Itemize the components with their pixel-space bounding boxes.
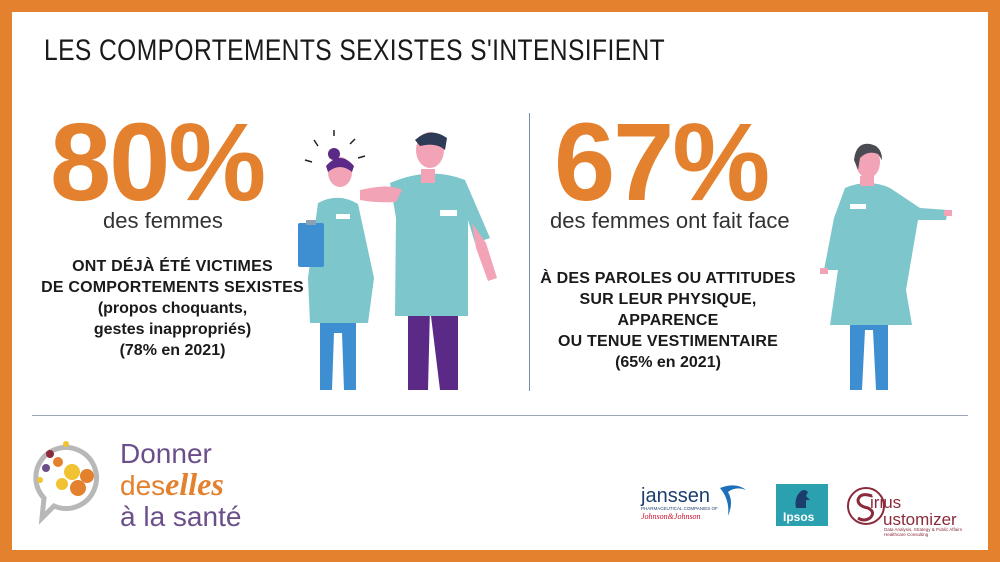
- sirius-tagline: Data Analysis, Strategy & Public Affairs…: [884, 527, 962, 537]
- brand-line1: Donner: [120, 438, 212, 469]
- janssen-jnj-text: Johnson&Johnson: [641, 512, 701, 521]
- stat-right-subtitle: des femmes ont fait face: [550, 208, 790, 233]
- ipsos-silhouette-icon: [795, 490, 810, 508]
- stat-left-line5: (78% en 2021): [119, 342, 226, 359]
- sirius-line2: ustomizer: [883, 510, 957, 529]
- sirius-customizer-logo-icon: [847, 487, 885, 525]
- stat-left-value: 80%: [50, 101, 266, 224]
- stat-right-line4: (65% en 2021): [615, 354, 721, 371]
- janssen-swoosh-icon: [720, 485, 746, 516]
- stat-left-caps-line1: ONT DÉJÀ ÉTÉ VICTIMES: [72, 258, 273, 275]
- stat-right-description: À DES PAROLES OU ATTITUDES SUR LEUR PHYS…: [538, 268, 798, 373]
- donner-des-elles-logo-icon: [33, 441, 99, 525]
- stat-left-description: ONT DÉJÀ ÉTÉ VICTIMES DE COMPORTEMENTS S…: [40, 256, 305, 361]
- ipsos-label: Ipsos: [783, 510, 815, 524]
- brand-line2-script: elles: [165, 466, 224, 502]
- janssen-wordmark: janssen: [641, 485, 710, 507]
- page-title: LES COMPORTEMENTS SEXISTES S'INTENSIFIEN…: [44, 34, 666, 67]
- stat-right-caps-line1: À DES PAROLES OU ATTITUDES: [540, 270, 796, 287]
- brand-line2: deselles: [120, 466, 241, 502]
- stat-left-line3: (propos choquants,: [97, 300, 248, 317]
- illustration-two-caregivers: [298, 130, 497, 390]
- stat-right-value: 67%: [554, 101, 770, 224]
- stat-left-caps-line2: DE COMPORTEMENTS SEXISTES: [41, 279, 304, 296]
- center-divider: [529, 113, 530, 391]
- stat-right-caps-line2: SUR LEUR PHYSIQUE, APPARENCE: [579, 291, 757, 329]
- stat-left-line4: gestes inappropriés): [93, 321, 252, 338]
- janssen-small-text: PHARMACEUTICAL COMPANIES OF: [641, 506, 718, 511]
- janssen-logo: janssen PHARMACEUTICAL COMPANIES OF John…: [641, 486, 718, 521]
- footer-divider: [32, 415, 968, 416]
- brand-line2-prefix: des: [120, 470, 166, 501]
- donner-des-elles-brand: Donner deselles à la santé: [120, 438, 241, 532]
- stat-right-caps-line3: OU TENUE VESTIMENTAIRE: [557, 333, 779, 350]
- brand-line3: à la santé: [120, 501, 242, 532]
- sirius-line1: irius: [870, 493, 902, 512]
- illustration-female-caregiver: [820, 143, 952, 390]
- stat-left-subtitle: des femmes: [103, 208, 223, 233]
